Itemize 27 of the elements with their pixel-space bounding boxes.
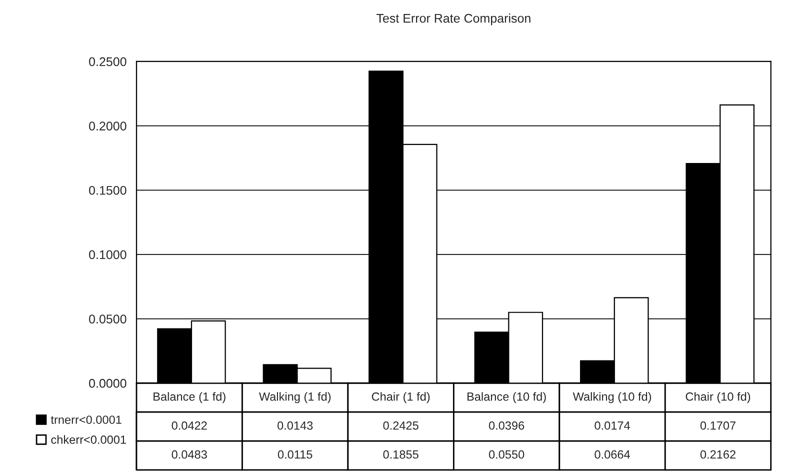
data-label: 0.0422	[172, 421, 207, 430]
data-label: 0.0550	[488, 450, 524, 459]
data-label: 0.0664	[594, 450, 630, 459]
x-tick-label: Balance (10 fd)	[468, 392, 546, 404]
data-label: 0.0143	[278, 421, 313, 430]
x-tick-label: Walking (10 fd)	[572, 392, 652, 404]
x-tick-label: Balance (1 fd)	[154, 392, 226, 404]
data-label: 0.0483	[172, 450, 207, 459]
data-label: 0.0174	[594, 421, 630, 430]
data-label: 0.0396	[488, 421, 524, 430]
x-tick-label: Chair (10 fd)	[686, 392, 750, 404]
y-tick-label: 0.1500	[89, 186, 126, 195]
data-label: 0.0115	[278, 450, 312, 459]
data-label: 0.2425	[383, 421, 418, 430]
data-label: 0.1855	[383, 450, 418, 459]
legend-label: trnerr<0.0001	[50, 416, 122, 424]
y-tick-label: 0.0500	[89, 314, 126, 324]
x-tick-label: Walking (1 fd)	[258, 392, 331, 404]
y-tick-label: 0.1000	[89, 250, 126, 260]
legend-label: chkerr<0.0001	[51, 435, 126, 444]
data-label: 0.2162	[700, 450, 736, 459]
chart-title: Test Error Rate Comparison	[376, 14, 530, 26]
data-label: 0.1707	[700, 421, 736, 430]
x-tick-label: Chair (1 fd)	[372, 392, 430, 404]
y-tick-label: 0.0000	[89, 378, 126, 388]
y-tick-label: 0.2500	[89, 57, 126, 66]
y-tick-label: 0.2000	[89, 122, 126, 130]
